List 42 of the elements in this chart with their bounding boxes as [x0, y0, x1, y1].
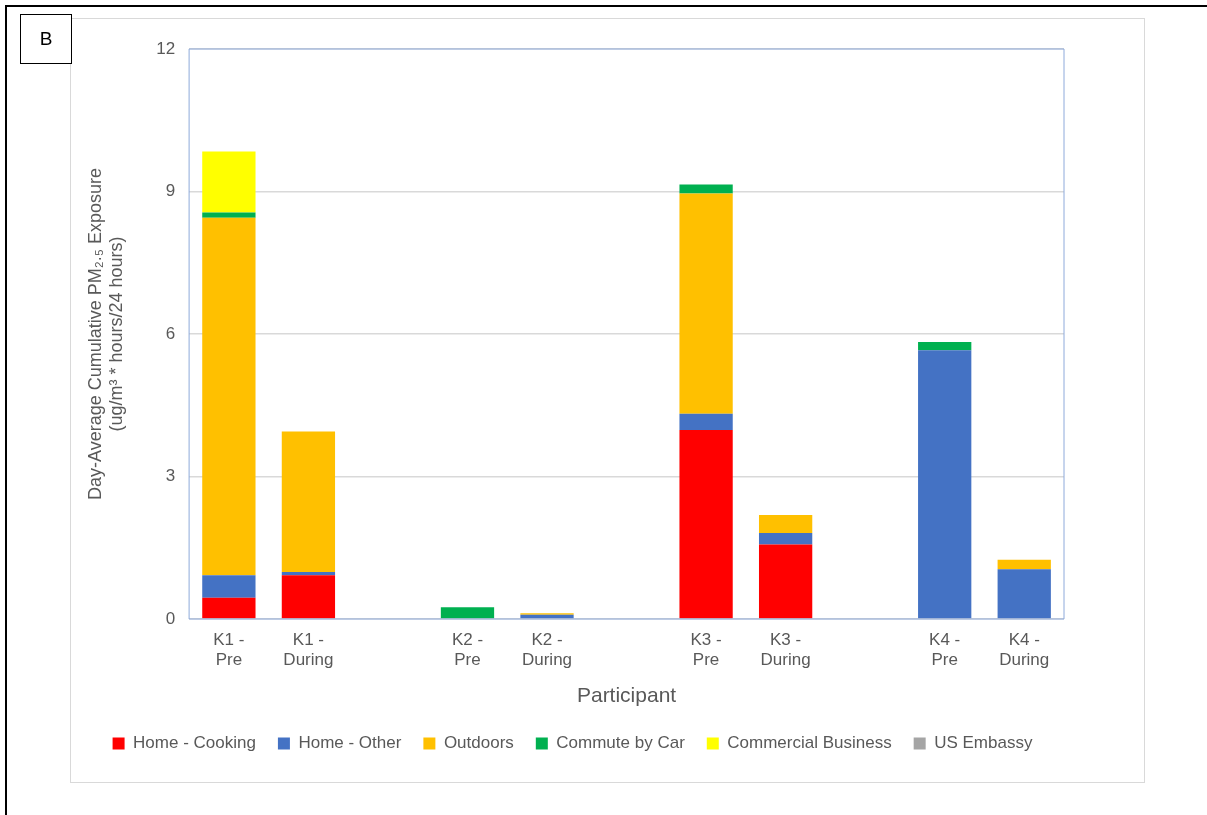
legend-label: Commute by Car: [556, 733, 686, 753]
bar: [679, 413, 733, 430]
y-tick-label: 6: [165, 323, 176, 343]
x-tick-label: K1 - Pre: [213, 629, 245, 670]
bar: [281, 571, 336, 576]
bar: [202, 575, 256, 598]
x-axis-title: Participant: [576, 683, 677, 707]
x-tick-label: K2 - Pre: [451, 629, 484, 670]
bar: [202, 151, 256, 213]
x-tick-label: K1 - During: [283, 629, 334, 670]
x-tick-label: K4 - Pre: [929, 629, 961, 670]
text: B: [20, 14, 72, 64]
bar: [918, 342, 972, 351]
bar: [758, 533, 813, 545]
bar: [918, 350, 972, 619]
x-tick-label: K4 - During: [999, 629, 1050, 670]
y-tick-label: 12: [156, 38, 176, 58]
bar: [440, 607, 495, 619]
y-tick-label: 9: [165, 181, 176, 201]
y-tick-label: 3: [165, 466, 176, 486]
bar: [679, 193, 733, 414]
bar: [281, 575, 336, 619]
bar: [997, 569, 1051, 619]
bar: [679, 184, 733, 194]
legend-label: Outdoors: [443, 733, 514, 753]
bar: [679, 429, 733, 619]
x-tick-label: K3 - During: [760, 629, 811, 670]
bar: [202, 212, 256, 218]
legend-label: Commercial Business: [727, 733, 892, 753]
bar: [997, 559, 1051, 570]
x-tick-label: K2 - During: [521, 629, 573, 670]
bar: [758, 544, 813, 619]
bar: [281, 431, 336, 572]
bar: [758, 514, 813, 534]
legend-label: Home - Other: [298, 733, 402, 753]
y-axis-title: Day-Average Cumulative PM₂.₅ Exposure (ug/m³ * hours/24 hours): [84, 167, 127, 501]
y-tick-label: 0: [165, 608, 176, 628]
x-tick-label: K3 - Pre: [690, 629, 722, 670]
legend-label: Home - Cooking: [133, 733, 256, 753]
bar: [202, 217, 256, 576]
legend-label: US Embassy: [934, 733, 1033, 753]
bar: [202, 597, 256, 619]
